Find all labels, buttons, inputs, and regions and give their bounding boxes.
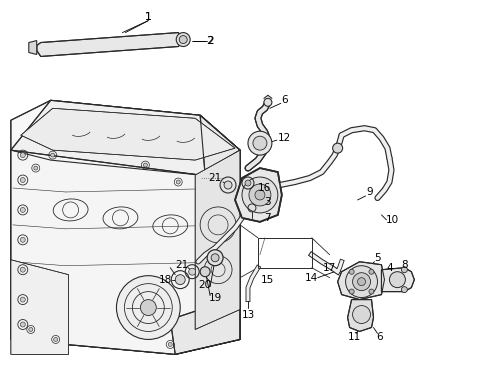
Circle shape — [20, 237, 25, 242]
Circle shape — [248, 131, 272, 155]
Circle shape — [369, 269, 374, 274]
Text: 6: 6 — [282, 96, 288, 105]
Text: 1: 1 — [145, 12, 152, 22]
Circle shape — [200, 267, 210, 277]
Circle shape — [20, 153, 25, 158]
Text: 4: 4 — [386, 263, 393, 273]
Circle shape — [140, 300, 156, 315]
Circle shape — [333, 143, 343, 153]
Circle shape — [253, 136, 267, 150]
Circle shape — [51, 153, 55, 157]
Circle shape — [34, 166, 38, 170]
Polygon shape — [29, 41, 37, 55]
Circle shape — [179, 36, 187, 44]
Text: 14: 14 — [305, 273, 318, 283]
Circle shape — [389, 272, 406, 288]
Text: 7: 7 — [264, 213, 271, 223]
Text: 16: 16 — [258, 183, 272, 193]
Polygon shape — [195, 150, 240, 329]
Polygon shape — [11, 100, 240, 355]
Circle shape — [401, 267, 408, 273]
Circle shape — [20, 177, 25, 182]
Circle shape — [20, 267, 25, 272]
Text: 18: 18 — [159, 274, 172, 285]
Text: 5: 5 — [374, 253, 381, 263]
Text: 15: 15 — [261, 274, 275, 285]
Circle shape — [349, 269, 354, 274]
Polygon shape — [170, 115, 240, 355]
Circle shape — [20, 208, 25, 212]
Circle shape — [353, 273, 371, 291]
Text: 12: 12 — [278, 133, 291, 143]
Circle shape — [264, 99, 272, 106]
Circle shape — [176, 180, 180, 184]
Circle shape — [20, 297, 25, 302]
Polygon shape — [11, 150, 240, 355]
Circle shape — [353, 306, 371, 323]
Circle shape — [117, 276, 180, 340]
Text: 19: 19 — [208, 293, 222, 303]
Circle shape — [349, 289, 354, 294]
Polygon shape — [11, 100, 240, 175]
Circle shape — [175, 275, 185, 285]
Circle shape — [242, 177, 278, 213]
Text: 9: 9 — [366, 187, 373, 197]
Polygon shape — [348, 300, 373, 332]
Circle shape — [144, 163, 147, 167]
Text: 10: 10 — [386, 215, 399, 225]
Text: 11: 11 — [348, 332, 361, 343]
Circle shape — [29, 327, 33, 332]
Polygon shape — [11, 260, 69, 355]
Text: 8: 8 — [401, 260, 408, 270]
Circle shape — [245, 180, 251, 186]
Polygon shape — [235, 168, 282, 222]
Circle shape — [224, 181, 232, 189]
Polygon shape — [37, 33, 182, 56]
Text: 13: 13 — [241, 309, 254, 320]
Text: 2: 2 — [206, 36, 214, 45]
Text: 17: 17 — [323, 263, 336, 273]
Circle shape — [20, 322, 25, 327]
Circle shape — [358, 277, 366, 286]
Circle shape — [189, 268, 196, 275]
Text: 21: 21 — [208, 173, 222, 183]
Text: 20: 20 — [199, 280, 212, 290]
Polygon shape — [337, 262, 384, 300]
Text: 3: 3 — [264, 197, 271, 207]
Circle shape — [369, 289, 374, 294]
Polygon shape — [21, 108, 235, 160]
Polygon shape — [382, 268, 414, 292]
Circle shape — [211, 254, 219, 262]
Circle shape — [401, 287, 408, 293]
Circle shape — [346, 266, 377, 297]
Text: 2: 2 — [207, 36, 214, 45]
Circle shape — [249, 184, 271, 206]
Text: 21: 21 — [176, 260, 189, 270]
Circle shape — [168, 343, 172, 346]
Text: 6: 6 — [376, 332, 383, 343]
Circle shape — [176, 33, 190, 47]
Circle shape — [207, 250, 223, 266]
Circle shape — [54, 337, 58, 341]
Circle shape — [255, 190, 265, 200]
Text: 1: 1 — [145, 12, 152, 22]
